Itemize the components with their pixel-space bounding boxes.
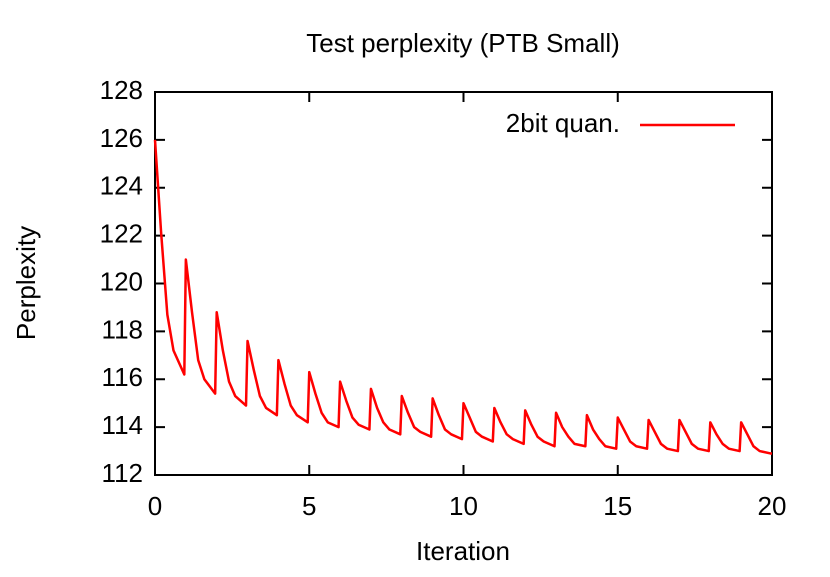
x-axis-label: Iteration [416, 536, 510, 566]
chart-title: Test perplexity (PTB Small) [306, 28, 620, 58]
x-tick-label: 5 [302, 491, 316, 521]
data-line [153, 139, 772, 455]
y-tick-label: 112 [102, 458, 143, 488]
y-tick-label: 126 [100, 123, 143, 153]
y-axis-label: Perplexity [11, 226, 41, 340]
y-tick-label: 128 [100, 75, 143, 105]
plot-frame [154, 91, 773, 476]
y-tick-label: 114 [102, 410, 143, 440]
x-tick-label: 15 [603, 491, 632, 521]
y-tick-label: 116 [102, 362, 143, 392]
y-tick-label: 120 [100, 266, 143, 296]
x-tick-label: 10 [449, 491, 478, 521]
y-tick-label: 124 [100, 171, 143, 201]
y-tick-label: 118 [102, 314, 143, 344]
y-tick-label: 122 [100, 219, 143, 249]
x-tick-label: 0 [148, 491, 162, 521]
legend-label: 2bit quan. [506, 108, 620, 138]
x-tick-label: 20 [758, 491, 787, 521]
